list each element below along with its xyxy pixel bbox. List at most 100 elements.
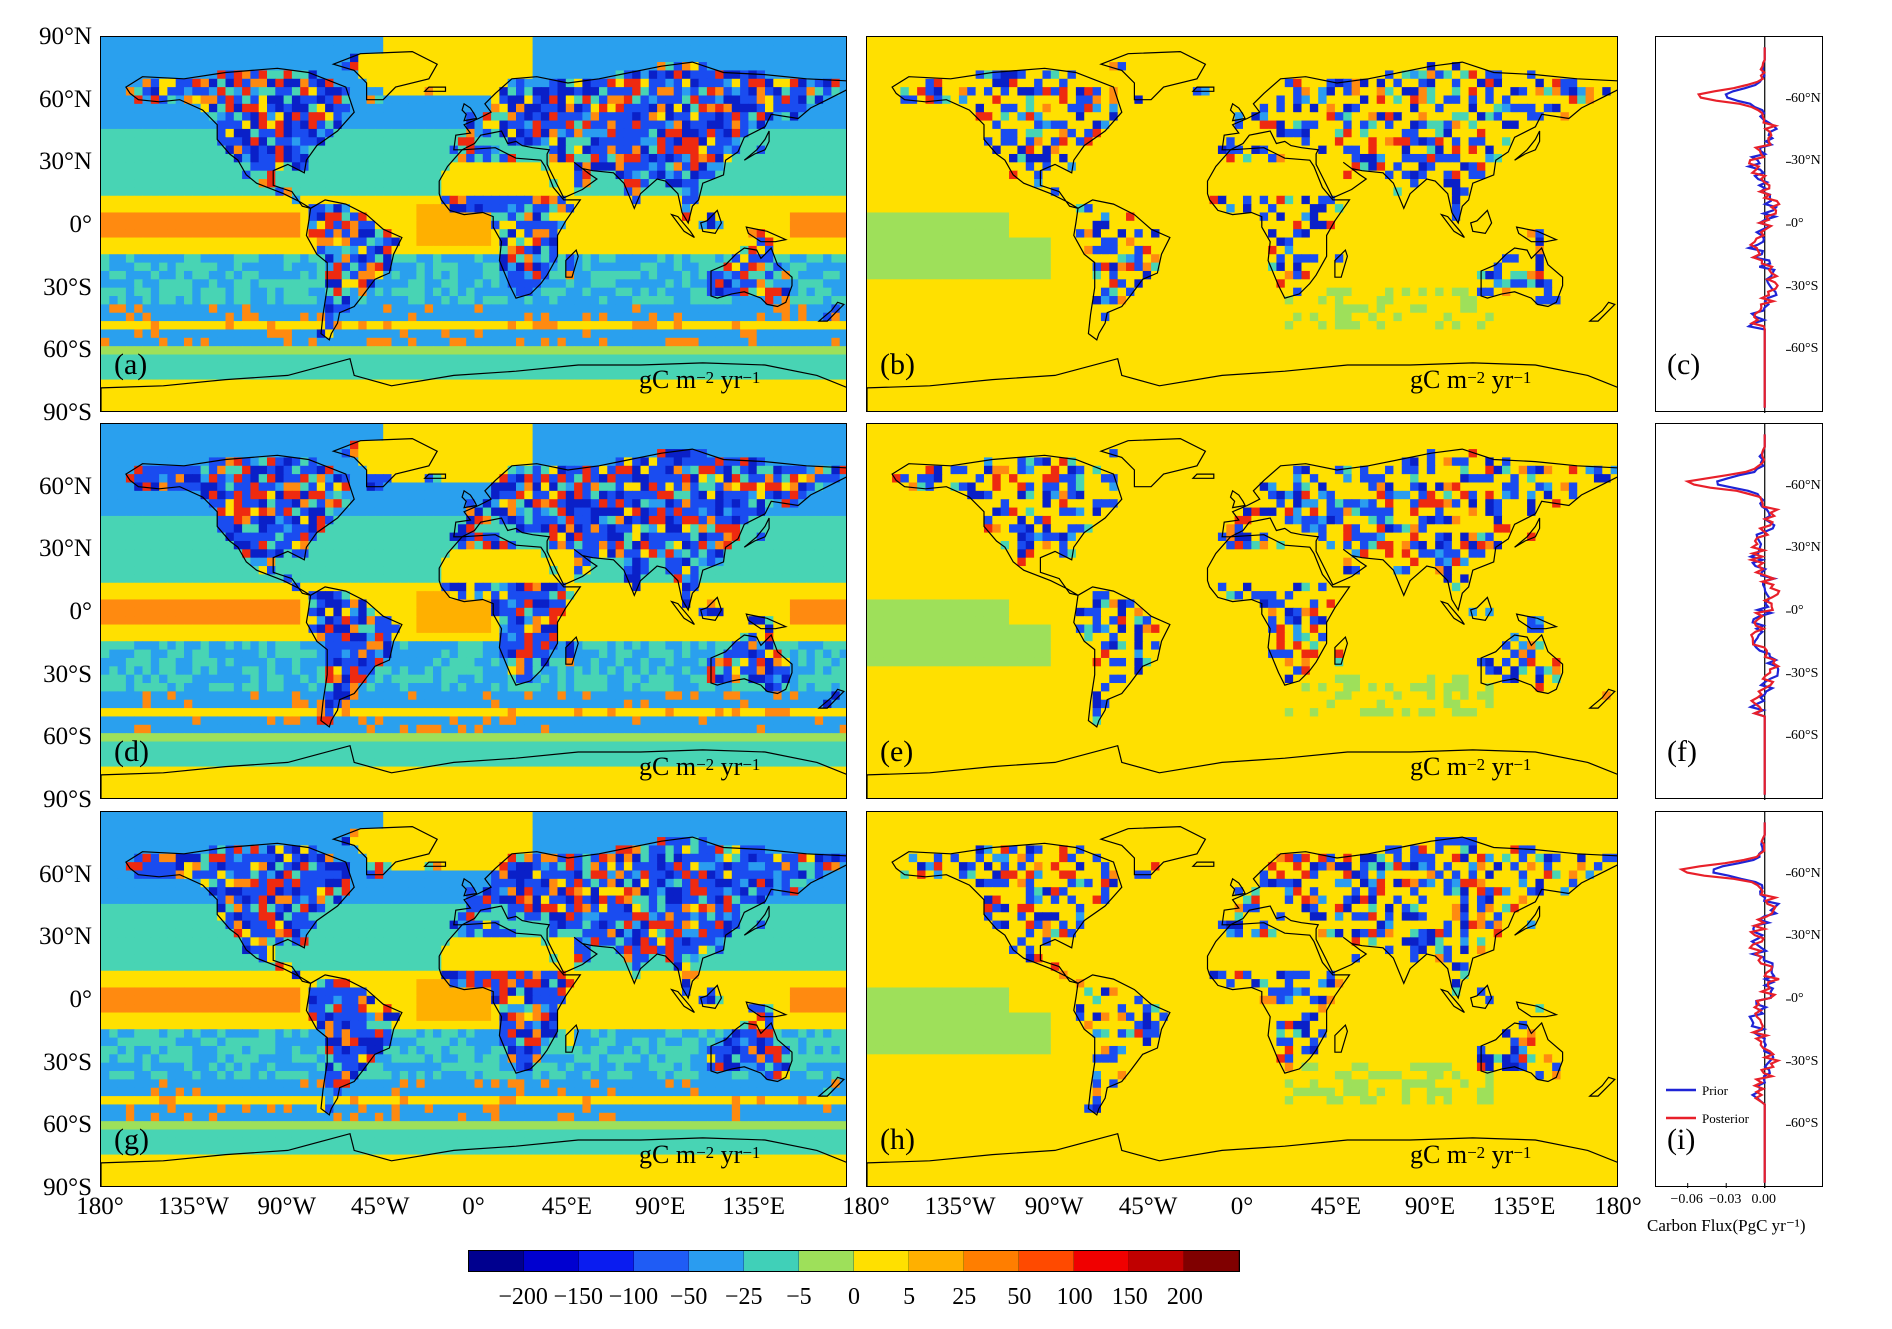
profile-latitude-label: 0°: [1791, 992, 1804, 1006]
prior-flux-map: [100, 811, 847, 1187]
coastline-southAmerica: [305, 586, 403, 728]
coastline-greenland: [331, 50, 439, 101]
colorbar-tick-label: −25: [714, 1285, 774, 1309]
unit-label: gC m−2 yr−1: [639, 753, 760, 781]
longitude-label: 45°W: [1103, 1194, 1193, 1219]
longitude-label: 0°: [429, 1194, 519, 1219]
coastline-sumatra: [669, 988, 695, 1014]
coastline-eurasia: [453, 61, 846, 225]
coastline-madagascar: [1334, 248, 1349, 278]
coastline-newGuinea: [1515, 1001, 1559, 1018]
coastline-madagascar: [1334, 1023, 1349, 1053]
colorbar-tick-label: 5: [879, 1285, 939, 1309]
unit-exponent: −1: [1513, 1143, 1531, 1162]
coastline-greenland: [1099, 437, 1207, 488]
coastline-sumatra: [1439, 600, 1465, 626]
coastline-africa: [1206, 534, 1351, 686]
profile-x-tick: −0.03: [1695, 1193, 1755, 1207]
panel-label: (c): [1667, 350, 1700, 380]
coastline-uk: [461, 102, 478, 122]
posterior-series-line: [1684, 434, 1781, 795]
unit-exponent: −2: [1467, 1143, 1485, 1162]
zonal-profile-panel: [1655, 36, 1823, 413]
coastline-southAmerica: [1073, 199, 1171, 341]
coastline-uk: [461, 877, 478, 897]
coastline-africa: [1206, 922, 1351, 1074]
panel-label: (d): [114, 737, 149, 767]
coastline-madagascar: [565, 635, 579, 665]
profile-latitude-label: 0°: [1791, 217, 1804, 231]
colorbar-tick-label: −200: [493, 1285, 553, 1309]
posterior-series-line: [1696, 47, 1781, 408]
unit-base: gC m: [639, 365, 696, 394]
coastline-eurasia: [1221, 61, 1617, 225]
coastline-northAmerica: [125, 454, 355, 596]
unit-label: gC m−2 yr−1: [639, 366, 760, 394]
unit-exponent: −2: [696, 755, 714, 774]
longitude-label: 180°: [821, 1194, 911, 1219]
longitude-label: 90°E: [615, 1194, 705, 1219]
coastline-madagascar: [565, 248, 579, 278]
coastline-newGuinea: [1515, 613, 1559, 630]
latitude-label: 60°N: [12, 87, 92, 112]
colorbar-swatch: [909, 1251, 964, 1271]
colorbar-swatch: [744, 1251, 799, 1271]
coastline-japan: [743, 517, 770, 548]
colorbar-tick-label: 50: [989, 1285, 1049, 1309]
coastline-australia: [1480, 246, 1564, 308]
coastline-antarctica: [101, 1132, 846, 1186]
profile-x-tick: −0.06: [1657, 1193, 1717, 1207]
coastline-northAmerica: [125, 67, 355, 209]
coastline-greenland: [331, 825, 439, 876]
colorbar-tick-label: 0: [824, 1285, 884, 1309]
profile-latitude-label: 30°S: [1791, 279, 1818, 294]
unit-time: yr: [1485, 752, 1514, 781]
latitude-label: 30°N: [12, 924, 92, 949]
latitude-label: 60°N: [12, 862, 92, 887]
coastline-northAmerica: [891, 842, 1123, 984]
longitude-label: 135°E: [709, 1194, 799, 1219]
coastline-antarctica: [101, 744, 846, 798]
coastline-japan: [1514, 130, 1541, 161]
zonal-profile-panel: [1655, 423, 1823, 800]
coastline-eurasia: [453, 448, 846, 612]
unit-label: gC m−2 yr−1: [639, 1141, 760, 1169]
longitude-label: 180°: [1573, 1194, 1663, 1219]
coastline-sumatra: [669, 600, 695, 626]
longitude-label: 90°W: [242, 1194, 332, 1219]
map-canvas: [867, 37, 1617, 411]
profile-latitude-label: 30°S: [1791, 1054, 1818, 1069]
map-canvas: [867, 812, 1617, 1186]
coastline-eurasia: [1221, 836, 1617, 1000]
profile-latitude-label: 30°N: [1791, 154, 1821, 168]
longitude-label: 180°: [55, 1194, 145, 1219]
coastline-iceland: [423, 86, 447, 92]
latitude-label: 60°S: [12, 337, 92, 362]
profile-latitude-label: 30°N: [1791, 929, 1821, 943]
colorbar-swatch: [799, 1251, 854, 1271]
coastline-australia: [710, 1021, 793, 1083]
panel-label: (h): [880, 1125, 915, 1155]
coastline-newZealand: [1588, 688, 1616, 709]
profile-latitude-label: 60°S: [1791, 729, 1818, 743]
coastline-newGuinea: [745, 226, 788, 243]
coastline-southAmerica: [1073, 974, 1171, 1116]
coastline-iceland: [1191, 86, 1215, 92]
colorbar-swatch: [1184, 1251, 1239, 1271]
unit-exponent: −1: [1513, 755, 1531, 774]
zonal-profile-panel: Prior Posterior: [1655, 811, 1823, 1188]
coastline-japan: [1514, 517, 1541, 548]
coastline-iceland: [423, 861, 447, 867]
colorbar-swatch: [634, 1251, 689, 1271]
legend-prior-label: Prior: [1702, 1083, 1729, 1098]
unit-exponent: −1: [1513, 368, 1531, 387]
coastline-australia: [710, 246, 793, 308]
coastline-uk: [461, 489, 478, 509]
unit-time: yr: [714, 365, 743, 394]
panel-label: (a): [114, 350, 147, 380]
coastline-japan: [743, 130, 770, 161]
colorbar-swatch: [1019, 1251, 1074, 1271]
profile-latitude-label: 60°N: [1791, 478, 1821, 493]
unit-base: gC m: [1410, 365, 1467, 394]
unit-label: gC m−2 yr−1: [1410, 1141, 1531, 1169]
